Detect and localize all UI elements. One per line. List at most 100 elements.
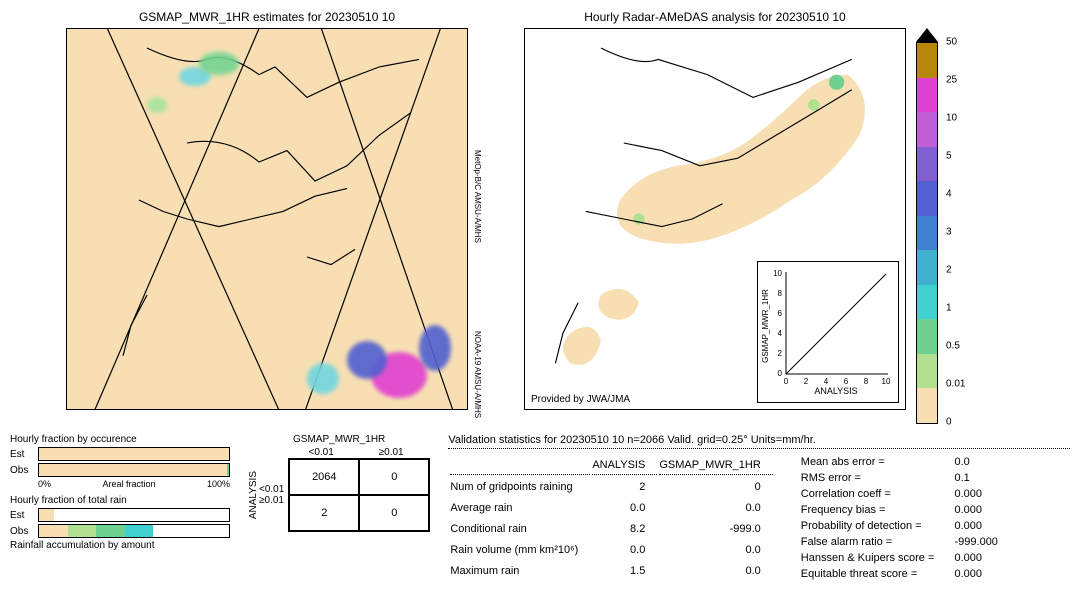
- stats-title: Validation statistics for 20230510 10 n=…: [448, 434, 1070, 449]
- colorbar-label: 10: [946, 113, 957, 124]
- svg-text:10: 10: [882, 377, 891, 386]
- pct0: 0%: [38, 479, 51, 489]
- sh1: ANALYSIS: [592, 455, 657, 475]
- obs-label: Obs: [10, 465, 38, 476]
- top-row: GSMAP_MWR_1HR estimates for 20230510 10 …: [10, 10, 1070, 424]
- precip-blob: [147, 97, 167, 112]
- lon-tick: 140°E: [330, 409, 357, 410]
- precip-blob: [347, 341, 387, 379]
- lat-tick: 25°N: [524, 354, 525, 365]
- tr-obs-bar: [38, 524, 230, 538]
- colorbar-seg: [917, 285, 937, 320]
- lon-tick: 130°E: [680, 409, 707, 410]
- inset-scatter: ANALYSIS GSMAP_MWR_1HR 024 6810 024 6810: [757, 261, 899, 403]
- colorbar-seg: [917, 147, 937, 182]
- metric-val: 0.000: [948, 567, 1010, 581]
- lat-tick: 40°N: [66, 143, 67, 154]
- lon-tick: 130°E: [176, 409, 203, 410]
- metric-val: -999.000: [948, 535, 1010, 549]
- provided-text: Provided by JWA/JMA: [531, 394, 630, 405]
- right-map-panel: Hourly Radar-AMeDAS analysis for 2023051…: [524, 10, 906, 424]
- stat-label: Num of gridpoints raining: [450, 477, 590, 496]
- side-label-2: MetOp-B/C AMSU-A/MHS: [473, 150, 482, 243]
- bottom-row: Hourly fraction by occurence Est Obs 0% …: [10, 434, 1070, 583]
- metric-label: Correlation coeff =: [801, 487, 947, 501]
- ct-col-1: ≥0.01: [356, 447, 426, 458]
- colorbar-label: 0.5: [946, 341, 960, 352]
- colorbar-label: 0: [946, 417, 952, 428]
- metric-val: 0.000: [948, 487, 1010, 501]
- stats-column: Validation statistics for 20230510 10 n=…: [448, 434, 1070, 583]
- svg-text:0: 0: [778, 369, 783, 378]
- lat-tick: 30°N: [66, 284, 67, 295]
- inset-ylabel: GSMAP_MWR_1HR: [761, 289, 770, 363]
- lat-tick: 35°N: [524, 214, 525, 225]
- colorbar-seg: [917, 250, 937, 285]
- stat-label: Rain volume (mm km²10⁶): [450, 541, 590, 560]
- sh0: [450, 455, 590, 475]
- stat-a: 0.0: [592, 541, 657, 560]
- contingency-table: GSMAP_MWR_1HR <0.01 ≥0.01 ANALYSIS <0.01…: [248, 434, 430, 532]
- obs-label-2: Obs: [10, 526, 38, 537]
- metric-label: False alarm ratio =: [801, 535, 947, 549]
- lat-tick: 25°N: [66, 354, 67, 365]
- metric-label: Mean abs error =: [801, 455, 947, 469]
- svg-text:2: 2: [804, 377, 809, 386]
- colorbar-seg: [917, 216, 937, 251]
- colorbar-label: 2: [946, 265, 952, 276]
- ct-col-title: GSMAP_MWR_1HR: [293, 434, 385, 445]
- ct-cell-10: 2: [289, 495, 359, 531]
- areal-title: Areal fraction: [51, 479, 207, 489]
- colorbar-seg: [917, 78, 937, 113]
- metric-val: 0.0: [948, 455, 1010, 469]
- svg-text:2: 2: [778, 349, 783, 358]
- side-label-1: NOAA-19 AMSU-A/MHS: [473, 331, 482, 418]
- stats-table-left: ANALYSIS GSMAP_MWR_1HR Num of gridpoints…: [448, 453, 774, 583]
- colorbar-seg: [917, 112, 937, 147]
- metric-label: Hanssen & Kuipers score =: [801, 551, 947, 565]
- ct-row-0: <0.01: [259, 484, 284, 495]
- stat-label: Average rain: [450, 498, 590, 517]
- lat-tick: 35°N: [66, 214, 67, 225]
- metric-val: 0.000: [948, 551, 1010, 565]
- ct-cell-00: 2064: [289, 459, 359, 495]
- metric-val: 0.000: [948, 503, 1010, 517]
- sh2: GSMAP_MWR_1HR: [659, 455, 772, 475]
- precip-blob: [199, 52, 239, 75]
- est-label-2: Est: [10, 510, 38, 521]
- stat-label: Conditional rain: [450, 519, 590, 538]
- metric-label: Frequency bias =: [801, 503, 947, 517]
- lon-tick: 135°E: [786, 409, 813, 410]
- lat-tick: 45°N: [524, 73, 525, 84]
- stat-a: 1.5: [592, 562, 657, 581]
- colorbar-label: 4: [946, 189, 952, 200]
- colorbar-label: 50: [946, 37, 957, 48]
- stat-g: 0: [659, 477, 772, 496]
- svg-text:4: 4: [778, 329, 783, 338]
- ct-row-title: ANALYSIS: [248, 471, 259, 519]
- occurrence-title: Hourly fraction by occurence: [10, 434, 230, 445]
- metric-val: 0.000: [948, 519, 1010, 533]
- lat-tick: 40°N: [524, 143, 525, 154]
- stats-table-right: Mean abs error = 0.0RMS error = 0.1Corre…: [799, 453, 1012, 583]
- precip-blob: [307, 363, 339, 393]
- svg-text:8: 8: [864, 377, 869, 386]
- tr-est-bar: [38, 508, 230, 522]
- colorbar-seg: [917, 43, 937, 78]
- occ-obs-bar: [38, 463, 230, 477]
- lat-tick: 45°N: [66, 73, 67, 84]
- occ-est-bar: [38, 447, 230, 461]
- colorbar-seg: [917, 319, 937, 354]
- svg-text:6: 6: [778, 309, 783, 318]
- right-map: ANALYSIS GSMAP_MWR_1HR 024 6810 024 6810…: [524, 28, 906, 410]
- accum-seg: [125, 525, 154, 537]
- inset-xlabel: ANALYSIS: [814, 386, 857, 396]
- svg-text:6: 6: [844, 377, 849, 386]
- stat-label: Maximum rain: [450, 562, 590, 581]
- colorbar-label: 5: [946, 151, 952, 162]
- stat-g: 0.0: [659, 498, 772, 517]
- totalrain-title: Hourly fraction of total rain: [10, 495, 230, 506]
- svg-text:8: 8: [778, 289, 783, 298]
- lon-tick: 135°E: [253, 409, 280, 410]
- colorbar-seg: [917, 354, 937, 389]
